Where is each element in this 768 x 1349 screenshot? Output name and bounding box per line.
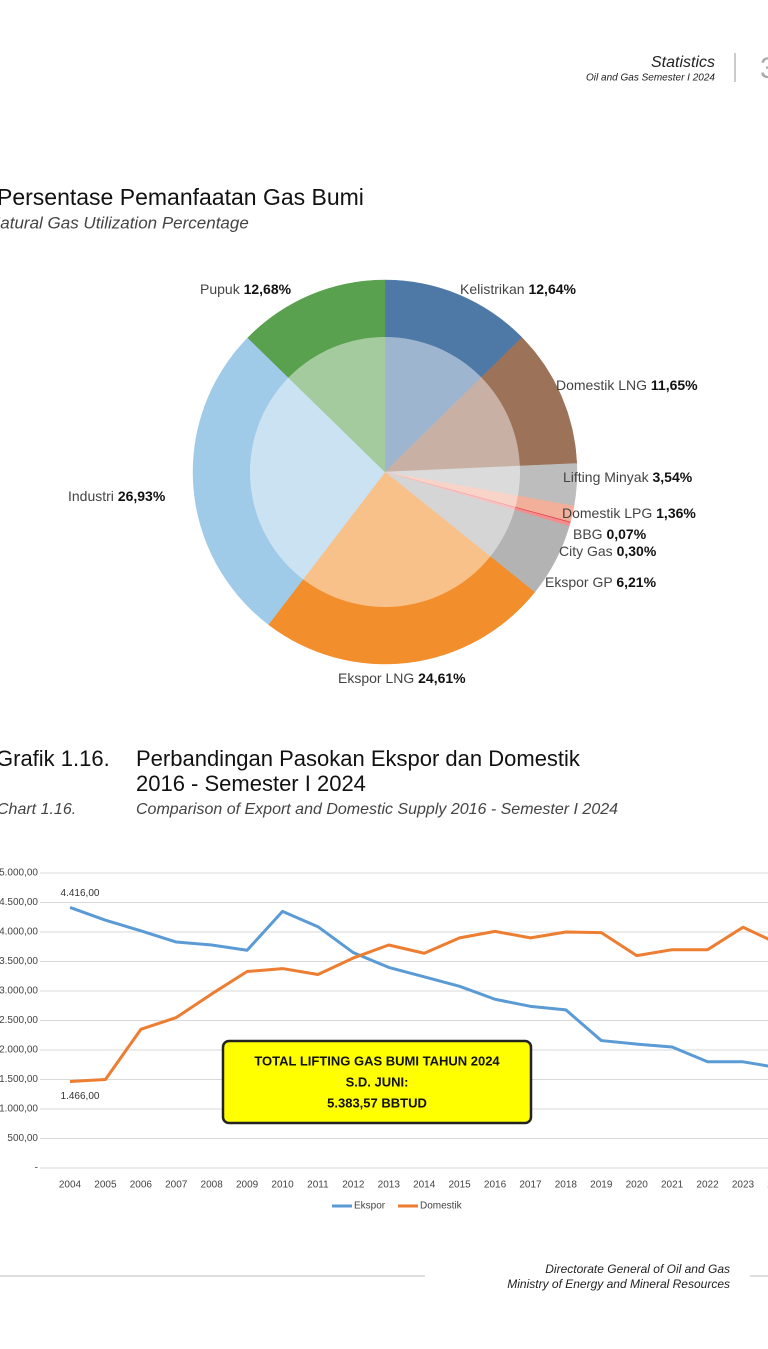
pie-slice (384, 337, 578, 473)
slice-value: 1,36% (656, 505, 696, 521)
slice-name: Pupuk (200, 281, 241, 297)
chart-title: Persentase Pemanfaatan Gas Bumi (0, 184, 364, 210)
x-tick-label: 2004 (59, 1180, 82, 1191)
slice-value: 12,64% (528, 281, 576, 297)
header-subtitle: Oil and Gas Semester I 2024 (586, 73, 715, 84)
x-tick-label: 2018 (555, 1180, 578, 1191)
slice-name: Ekspor LNG (338, 670, 414, 686)
chart-title: 2016 - Semester I 2024 (136, 771, 366, 796)
page-number: 3 (760, 52, 768, 85)
data-label: 1.466,00 (61, 1091, 100, 1102)
pie-slice (268, 471, 536, 665)
pie-slice (247, 279, 386, 473)
x-tick-label: 2010 (271, 1180, 294, 1191)
slice-name: Ekspor GP (545, 574, 612, 590)
y-tick-label: 3.000,00 (0, 986, 38, 997)
chart-subtitle: Natural Gas Utilization Percentage (0, 213, 249, 232)
x-tick-label: 2021 (661, 1180, 684, 1191)
slice-name: Domestik LPG (562, 505, 652, 521)
series-line (69, 906, 768, 1068)
slice-name: City Gas (559, 543, 613, 559)
chart-sublabel: Chart 1.16. (0, 801, 76, 818)
annotation-text: 5.383,57 BBTUD (327, 1095, 427, 1110)
x-tick-label: 2009 (236, 1180, 259, 1191)
slice-label: Industri 26,93% (68, 488, 166, 504)
slice-label: Ekspor GP 6,21% (545, 574, 657, 590)
pie-slice (192, 337, 386, 625)
x-tick-label: 2007 (165, 1180, 188, 1191)
annotation-text: S.D. JUNI: (346, 1074, 409, 1089)
y-tick-label: 2.500,00 (0, 1015, 38, 1026)
y-tick-label: 1.500,00 (0, 1074, 38, 1085)
slice-value: 26,93% (118, 488, 166, 504)
slice-value: 12,68% (244, 281, 292, 297)
pie-slice (384, 279, 523, 473)
y-tick-label: 5.000,00 (0, 868, 38, 879)
slice-value: 6,21% (616, 574, 656, 590)
x-tick-label: 2015 (448, 1180, 471, 1191)
legend-label: Domestik (420, 1201, 463, 1212)
x-tick-label: 2006 (130, 1180, 153, 1191)
y-tick-label: 1.000,00 (0, 1104, 38, 1115)
x-tick-label: 2011 (307, 1180, 329, 1191)
x-tick-label: 2019 (590, 1180, 613, 1191)
slice-name: Domestik LNG (556, 377, 647, 393)
x-tick-label: 2016 (484, 1180, 507, 1191)
chart-subtitle: Comparison of Export and Domestic Supply… (136, 801, 618, 818)
slice-value: 3,54% (652, 469, 692, 485)
slice-value: 0,30% (617, 543, 657, 559)
slice-name: Kelistrikan (460, 281, 525, 297)
data-label: 4.416,00 (61, 888, 100, 899)
slice-label: Pupuk 12,68% (200, 281, 292, 297)
slice-label: BBG 0,07% (573, 526, 647, 542)
y-tick-label: 3.500,00 (0, 956, 38, 967)
slice-label: Domestik LNG 11,65% (556, 377, 698, 393)
header-title: Statistics (651, 54, 715, 71)
inner-overlay (250, 337, 520, 607)
x-tick-label: 2005 (94, 1180, 117, 1191)
y-tick-label: 4.000,00 (0, 927, 38, 938)
chart-label: Grafik 1.16. (0, 746, 110, 771)
x-tick-label: 2013 (378, 1180, 401, 1191)
x-tick-label: 2023 (732, 1180, 755, 1191)
legend-label: Ekspor (354, 1201, 386, 1212)
slice-label: Lifting Minyak 3,54% (563, 469, 693, 485)
slice-value: 24,61% (418, 670, 466, 686)
slice-name: BBG (573, 526, 603, 542)
y-tick-label: 500,00 (7, 1133, 38, 1144)
annotation-text: TOTAL LIFTING GAS BUMI TAHUN 2024 (254, 1053, 500, 1068)
slice-name: Lifting Minyak (563, 469, 650, 485)
x-tick-label: 2012 (342, 1180, 365, 1191)
slice-value: 0,07% (606, 526, 646, 542)
footer-text: Ministry of Energy and Mineral Resources (507, 1277, 730, 1291)
slice-value: 11,65% (651, 377, 698, 393)
x-tick-label: 2017 (519, 1180, 542, 1191)
series-line (69, 925, 768, 1084)
slice-label: City Gas 0,30% (559, 543, 657, 559)
slice-label: Ekspor LNG 24,61% (338, 670, 466, 686)
chart-title: Perbandingan Pasokan Ekspor dan Domestik (136, 746, 581, 771)
x-tick-label: 2008 (201, 1180, 224, 1191)
y-tick-label: 2.000,00 (0, 1045, 38, 1056)
slice-label: Kelistrikan 12,64% (460, 281, 577, 297)
y-tick-label: - (35, 1163, 38, 1174)
slice-name: Industri (68, 488, 114, 504)
x-tick-label: 2022 (696, 1180, 719, 1191)
x-tick-label: 2020 (626, 1180, 649, 1191)
annotation-box (221, 1039, 533, 1125)
footer-text: Directorate General of Oil and Gas (545, 1262, 730, 1276)
x-tick-label: 2014 (413, 1180, 436, 1191)
y-tick-label: 4.500,00 (0, 897, 38, 908)
slice-label: Domestik LPG 1,36% (562, 505, 696, 521)
